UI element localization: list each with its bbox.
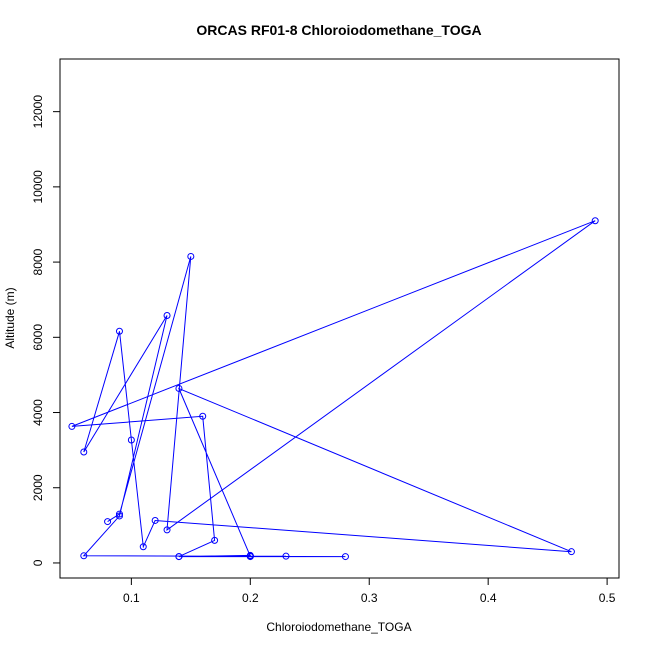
data-point	[187, 252, 195, 260]
data-point	[115, 510, 123, 518]
y-tick-label: 2000	[31, 474, 45, 501]
series-line	[71, 220, 596, 558]
data-point	[104, 518, 112, 526]
x-tick-label: 0.2	[242, 591, 259, 605]
data-point	[175, 384, 183, 392]
data-point	[163, 526, 171, 534]
data-point	[246, 551, 254, 559]
data-point	[211, 536, 219, 544]
y-tick-label: 8000	[31, 248, 45, 275]
x-axis: 0.1 0.2 0.3 0.4 0.5	[123, 577, 616, 605]
y-axis: 0 2000 4000 6000 8000 10000 12000	[31, 95, 61, 566]
data-point	[163, 311, 171, 319]
data-point	[591, 217, 599, 225]
data-point	[199, 412, 207, 420]
data-point	[567, 548, 575, 556]
data-point	[282, 552, 290, 560]
series-layer	[68, 217, 599, 561]
data-point	[115, 512, 123, 520]
data-point	[127, 436, 135, 444]
x-tick-label: 0.4	[480, 591, 497, 605]
data-point	[68, 422, 76, 430]
data-point	[175, 553, 183, 561]
x-tick-label: 0.5	[599, 591, 616, 605]
data-point	[115, 327, 123, 335]
y-axis-label: Altitude (m)	[3, 287, 17, 348]
y-tick-label: 6000	[31, 324, 45, 351]
data-point	[80, 448, 88, 456]
x-axis-label: Chloroiodomethane_TOGA	[266, 620, 411, 634]
data-point	[139, 543, 147, 551]
x-tick-label: 0.3	[361, 591, 378, 605]
data-point	[341, 553, 349, 561]
y-tick-label: 4000	[31, 399, 45, 426]
plot-frame	[59, 58, 620, 579]
chart-title: ORCAS RF01-8 Chloroiodomethane_TOGA	[196, 22, 481, 38]
y-tick-label: 10000	[31, 170, 45, 204]
data-point	[151, 516, 159, 524]
data-point	[80, 552, 88, 560]
y-tick-label: 0	[31, 559, 45, 566]
x-tick-label: 0.1	[123, 591, 140, 605]
y-tick-label: 12000	[31, 95, 45, 129]
